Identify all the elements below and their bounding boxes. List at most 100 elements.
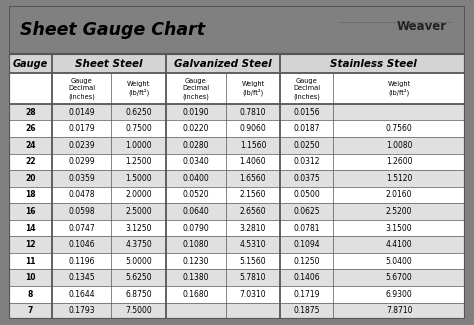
Bar <box>9 253 465 269</box>
Text: 0.1719: 0.1719 <box>293 290 320 299</box>
Text: 1.2500: 1.2500 <box>126 157 152 166</box>
Text: 16: 16 <box>25 207 36 216</box>
Text: Stainless Steel: Stainless Steel <box>329 59 416 69</box>
Text: 22: 22 <box>25 157 36 166</box>
Text: 2.0000: 2.0000 <box>126 190 152 200</box>
Text: 8: 8 <box>27 290 33 299</box>
Bar <box>9 203 465 220</box>
Text: 20: 20 <box>25 174 36 183</box>
Text: 5.0400: 5.0400 <box>386 257 412 266</box>
Text: 26: 26 <box>25 124 36 133</box>
Text: 2.1560: 2.1560 <box>240 190 266 200</box>
Text: 0.0187: 0.0187 <box>293 124 320 133</box>
Text: 5.1560: 5.1560 <box>240 257 266 266</box>
Bar <box>9 236 465 253</box>
Text: 0.0156: 0.0156 <box>293 108 320 117</box>
Text: 0.0312: 0.0312 <box>293 157 320 166</box>
Text: Weight
(lb/ft²): Weight (lb/ft²) <box>388 81 411 97</box>
Text: 0.7560: 0.7560 <box>386 124 412 133</box>
Text: 1.0000: 1.0000 <box>126 141 152 150</box>
Text: 5.7810: 5.7810 <box>240 273 266 282</box>
Text: 0.6250: 0.6250 <box>126 108 152 117</box>
Text: 1.0080: 1.0080 <box>386 141 412 150</box>
Text: Sheet Steel: Sheet Steel <box>75 59 143 69</box>
Text: 0.1230: 0.1230 <box>182 257 209 266</box>
Text: 11: 11 <box>25 257 36 266</box>
Text: 0.0478: 0.0478 <box>68 190 95 200</box>
Text: 5.6250: 5.6250 <box>126 273 152 282</box>
Text: 5.0000: 5.0000 <box>126 257 152 266</box>
Text: 4.3750: 4.3750 <box>126 240 152 249</box>
Text: 3.1500: 3.1500 <box>386 224 412 233</box>
Text: 0.0790: 0.0790 <box>182 224 209 233</box>
Text: 0.1345: 0.1345 <box>68 273 95 282</box>
Text: 18: 18 <box>25 190 36 200</box>
Text: 1.6560: 1.6560 <box>240 174 266 183</box>
Text: 2.5000: 2.5000 <box>126 207 152 216</box>
Text: 1.5000: 1.5000 <box>126 174 152 183</box>
Text: 0.0520: 0.0520 <box>182 190 209 200</box>
Text: 0.1080: 0.1080 <box>182 240 209 249</box>
Text: 0.0280: 0.0280 <box>182 141 209 150</box>
Text: 0.0598: 0.0598 <box>68 207 95 216</box>
Bar <box>9 154 465 170</box>
Bar <box>9 121 465 137</box>
Text: 7.0310: 7.0310 <box>240 290 266 299</box>
Text: 7.8710: 7.8710 <box>386 306 412 315</box>
Text: 0.1644: 0.1644 <box>68 290 95 299</box>
Text: 2.6560: 2.6560 <box>240 207 266 216</box>
Bar <box>9 303 465 319</box>
Text: 0.1196: 0.1196 <box>68 257 95 266</box>
Bar <box>9 137 465 154</box>
Text: 0.0340: 0.0340 <box>182 157 209 166</box>
Text: Gauge
Decimal
(inches): Gauge Decimal (inches) <box>68 78 95 100</box>
Bar <box>9 187 465 203</box>
Text: 6.9300: 6.9300 <box>386 290 412 299</box>
Text: 7: 7 <box>27 306 33 315</box>
Text: Gauge: Gauge <box>13 59 48 69</box>
Text: Gauge
Decimal
(inches): Gauge Decimal (inches) <box>182 78 210 100</box>
Bar <box>9 220 465 236</box>
Text: Sheet Gauge Chart: Sheet Gauge Chart <box>20 21 205 39</box>
Text: 0.1046: 0.1046 <box>68 240 95 249</box>
Bar <box>9 104 465 121</box>
Text: Galvanized Steel: Galvanized Steel <box>174 59 272 69</box>
Text: 4.5310: 4.5310 <box>240 240 266 249</box>
Text: 14: 14 <box>25 224 36 233</box>
Text: 0.0299: 0.0299 <box>68 157 95 166</box>
Text: 0.0220: 0.0220 <box>182 124 209 133</box>
Text: 0.1094: 0.1094 <box>293 240 320 249</box>
Text: 0.0781: 0.0781 <box>293 224 320 233</box>
Text: 0.1793: 0.1793 <box>68 306 95 315</box>
Text: 0.0375: 0.0375 <box>293 174 320 183</box>
Text: 1.2600: 1.2600 <box>386 157 412 166</box>
Text: 2.5200: 2.5200 <box>386 207 412 216</box>
Text: 0.0239: 0.0239 <box>68 141 95 150</box>
Text: 0.7500: 0.7500 <box>126 124 152 133</box>
Text: 0.1680: 0.1680 <box>182 290 209 299</box>
Text: 6.8750: 6.8750 <box>126 290 152 299</box>
Text: 1.4060: 1.4060 <box>240 157 266 166</box>
Text: 0.0250: 0.0250 <box>293 141 320 150</box>
Text: 2.0160: 2.0160 <box>386 190 412 200</box>
Text: 5.6700: 5.6700 <box>386 273 412 282</box>
Text: 3.1250: 3.1250 <box>126 224 152 233</box>
Text: 0.0747: 0.0747 <box>68 224 95 233</box>
Text: 0.1380: 0.1380 <box>182 273 209 282</box>
Bar <box>9 73 465 104</box>
Text: 0.0190: 0.0190 <box>182 108 209 117</box>
Text: Weight
(lb/ft²): Weight (lb/ft²) <box>127 81 150 97</box>
Text: 4.4100: 4.4100 <box>386 240 412 249</box>
Bar <box>9 54 465 73</box>
Bar <box>9 170 465 187</box>
Text: 1.1560: 1.1560 <box>240 141 266 150</box>
Text: 0.1406: 0.1406 <box>293 273 320 282</box>
Text: 3.2810: 3.2810 <box>240 224 266 233</box>
Bar <box>9 54 465 319</box>
Text: 0.0400: 0.0400 <box>182 174 209 183</box>
Text: 0.0500: 0.0500 <box>293 190 320 200</box>
Text: 0.0179: 0.0179 <box>68 124 95 133</box>
Text: Weaver: Weaver <box>397 20 447 33</box>
Text: Gauge
Decimal
(inches): Gauge Decimal (inches) <box>293 78 320 100</box>
Text: 0.0640: 0.0640 <box>182 207 209 216</box>
